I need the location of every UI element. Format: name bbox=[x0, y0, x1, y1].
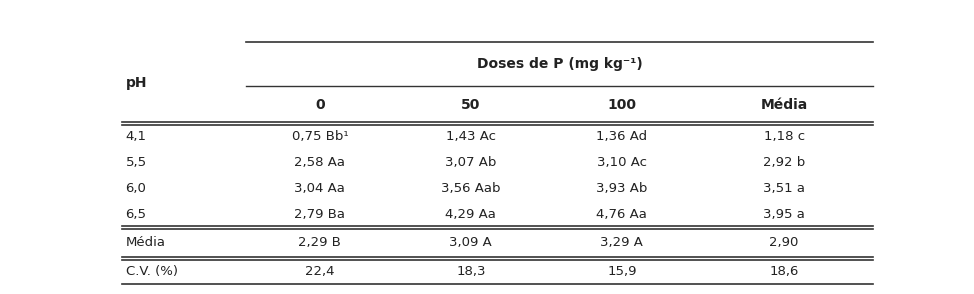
Text: 1,18 c: 1,18 c bbox=[764, 130, 805, 143]
Text: 2,92 b: 2,92 b bbox=[763, 156, 805, 169]
Text: 18,6: 18,6 bbox=[769, 265, 799, 278]
Text: 50: 50 bbox=[461, 98, 480, 112]
Text: 4,29 Aa: 4,29 Aa bbox=[445, 208, 497, 221]
Text: 5,5: 5,5 bbox=[126, 156, 147, 169]
Text: 4,76 Aa: 4,76 Aa bbox=[596, 208, 648, 221]
Text: 1,36 Ad: 1,36 Ad bbox=[596, 130, 648, 143]
Text: 3,93 Ab: 3,93 Ab bbox=[596, 182, 648, 195]
Text: 4,1: 4,1 bbox=[126, 130, 146, 143]
Text: pH: pH bbox=[126, 76, 147, 90]
Text: 3,07 Ab: 3,07 Ab bbox=[445, 156, 497, 169]
Text: 3,51 a: 3,51 a bbox=[764, 182, 805, 195]
Text: 3,04 Aa: 3,04 Aa bbox=[294, 182, 346, 195]
Text: 100: 100 bbox=[608, 98, 636, 112]
Text: 3,29 A: 3,29 A bbox=[600, 236, 643, 250]
Text: 2,79 Ba: 2,79 Ba bbox=[294, 208, 346, 221]
Text: 22,4: 22,4 bbox=[305, 265, 335, 278]
Text: C.V. (%): C.V. (%) bbox=[126, 265, 177, 278]
Text: 2,90: 2,90 bbox=[769, 236, 799, 250]
Text: 3,10 Ac: 3,10 Ac bbox=[597, 156, 647, 169]
Text: 15,9: 15,9 bbox=[607, 265, 637, 278]
Text: Média: Média bbox=[761, 98, 807, 112]
Text: 2,29 B: 2,29 B bbox=[298, 236, 341, 250]
Text: 0,75 Bb¹: 0,75 Bb¹ bbox=[291, 130, 349, 143]
Text: 1,43 Ac: 1,43 Ac bbox=[446, 130, 496, 143]
Text: Média: Média bbox=[126, 236, 166, 250]
Text: 6,0: 6,0 bbox=[126, 182, 146, 195]
Text: Doses de P (mg kg⁻¹): Doses de P (mg kg⁻¹) bbox=[476, 57, 643, 71]
Text: 0: 0 bbox=[315, 98, 324, 112]
Text: 3,95 a: 3,95 a bbox=[764, 208, 805, 221]
Text: 6,5: 6,5 bbox=[126, 208, 146, 221]
Text: 3,09 A: 3,09 A bbox=[449, 236, 492, 250]
Text: 18,3: 18,3 bbox=[456, 265, 486, 278]
Text: 2,58 Aa: 2,58 Aa bbox=[294, 156, 346, 169]
Text: 3,56 Aab: 3,56 Aab bbox=[441, 182, 501, 195]
